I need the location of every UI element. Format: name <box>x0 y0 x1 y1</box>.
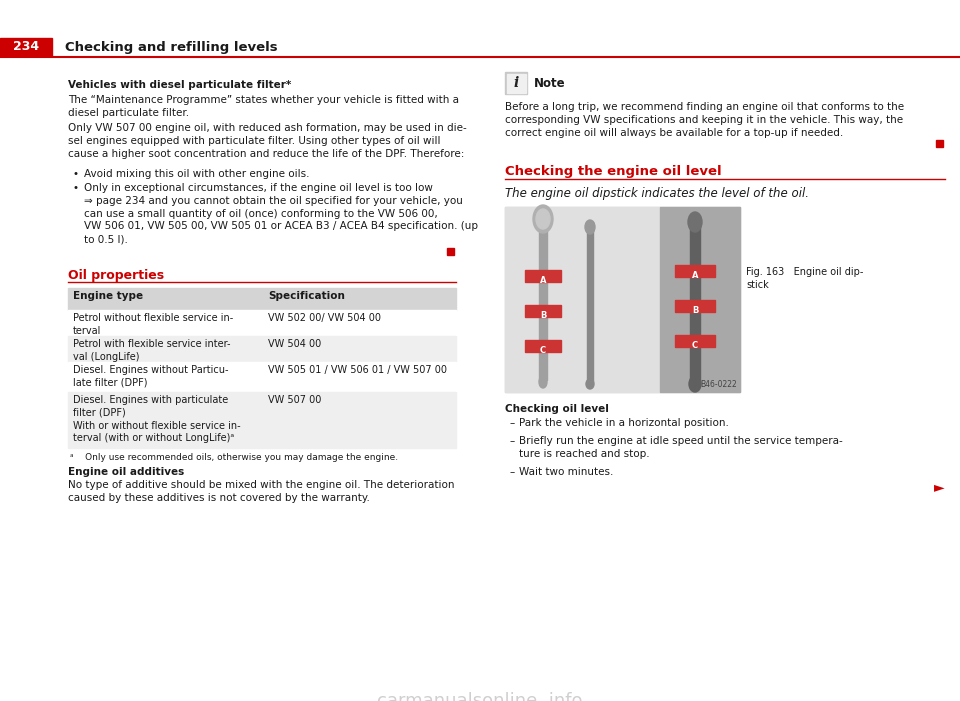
Text: ►: ► <box>934 480 945 494</box>
Bar <box>0 38 52 56</box>
Text: A: A <box>692 271 698 280</box>
Text: B: B <box>540 311 546 320</box>
Text: Before a long trip, we recommend finding an engine oil that conforms to the
corr: Before a long trip, we recommend finding… <box>505 102 904 137</box>
Bar <box>525 270 561 282</box>
Bar <box>68 362 456 392</box>
Text: C: C <box>540 346 546 355</box>
Text: 234: 234 <box>12 41 39 53</box>
Text: VW 505 01 / VW 506 01 / VW 507 00: VW 505 01 / VW 506 01 / VW 507 00 <box>268 365 447 375</box>
Text: carmanualsonline .info: carmanualsonline .info <box>377 692 583 701</box>
Bar <box>68 310 456 336</box>
Bar <box>505 72 527 94</box>
Text: Vehicles with diesel particulate filter*: Vehicles with diesel particulate filter* <box>68 80 291 90</box>
Ellipse shape <box>539 376 547 388</box>
Text: •: • <box>72 183 78 193</box>
Text: Specification: Specification <box>268 291 345 301</box>
Bar <box>447 248 454 255</box>
Bar <box>505 207 740 392</box>
Text: Wait two minutes.: Wait two minutes. <box>519 467 613 477</box>
Text: Diesel. Engines with particulate
filter (DPF)
With or without flexible service i: Diesel. Engines with particulate filter … <box>73 395 241 444</box>
Bar <box>68 288 456 310</box>
Text: Petrol without flexible service in-
terval: Petrol without flexible service in- terv… <box>73 313 233 336</box>
Text: Fig. 163   Engine oil dip-
stick: Fig. 163 Engine oil dip- stick <box>746 267 863 290</box>
Bar <box>68 392 456 448</box>
Text: Only VW 507 00 engine oil, with reduced ash formation, may be used in die-
sel e: Only VW 507 00 engine oil, with reduced … <box>68 123 467 158</box>
Text: A: A <box>540 276 546 285</box>
Text: ᵃ    Only use recommended oils, otherwise you may damage the engine.: ᵃ Only use recommended oils, otherwise y… <box>70 453 398 462</box>
Text: The “Maintenance Programme” states whether your vehicle is fitted with a
diesel : The “Maintenance Programme” states wheth… <box>68 95 459 118</box>
Text: Engine type: Engine type <box>73 291 143 301</box>
Bar <box>675 300 715 312</box>
Bar <box>660 207 740 392</box>
Text: Petrol with flexible service inter-
val (LongLife): Petrol with flexible service inter- val … <box>73 339 230 362</box>
Bar <box>525 305 561 317</box>
Text: –: – <box>509 436 515 446</box>
Text: –: – <box>509 418 515 428</box>
Bar <box>525 340 561 352</box>
Bar <box>539 215 547 380</box>
Text: Diesel. Engines without Particu-
late filter (DPF): Diesel. Engines without Particu- late fi… <box>73 365 228 388</box>
Ellipse shape <box>689 376 701 392</box>
Text: No type of additive should be mixed with the engine oil. The deterioration
cause: No type of additive should be mixed with… <box>68 480 454 503</box>
Bar <box>68 336 456 362</box>
Text: B: B <box>692 306 698 315</box>
Text: Briefly run the engine at idle speed until the service tempera-
ture is reached : Briefly run the engine at idle speed unt… <box>519 436 843 458</box>
Text: The engine oil dipstick indicates the level of the oil.: The engine oil dipstick indicates the le… <box>505 187 809 200</box>
Text: Oil properties: Oil properties <box>68 269 164 282</box>
Bar <box>507 74 525 93</box>
Text: i: i <box>514 76 518 90</box>
Bar <box>936 140 943 147</box>
Ellipse shape <box>533 205 553 233</box>
Bar <box>690 217 700 382</box>
Text: Avoid mixing this oil with other engine oils.: Avoid mixing this oil with other engine … <box>84 169 309 179</box>
Ellipse shape <box>536 209 550 229</box>
Text: •: • <box>72 169 78 179</box>
Text: Checking oil level: Checking oil level <box>505 404 609 414</box>
Text: Park the vehicle in a horizontal position.: Park the vehicle in a horizontal positio… <box>519 418 729 428</box>
Text: –: – <box>509 467 515 477</box>
Bar <box>675 335 715 347</box>
Text: VW 502 00/ VW 504 00: VW 502 00/ VW 504 00 <box>268 313 381 323</box>
Bar <box>675 265 715 277</box>
Text: VW 507 00: VW 507 00 <box>268 395 322 405</box>
Text: C: C <box>692 341 698 350</box>
Ellipse shape <box>585 220 595 234</box>
Text: B46-0222: B46-0222 <box>700 380 737 389</box>
Text: Checking the engine oil level: Checking the engine oil level <box>505 165 722 178</box>
Ellipse shape <box>586 379 594 389</box>
Ellipse shape <box>688 212 702 232</box>
Text: Note: Note <box>534 77 565 90</box>
Text: Only in exceptional circumstances, if the engine oil level is too low
⇒ page 234: Only in exceptional circumstances, if th… <box>84 183 478 244</box>
Text: Engine oil additives: Engine oil additives <box>68 467 184 477</box>
Bar <box>505 207 660 392</box>
Bar <box>587 222 593 382</box>
Text: Checking and refilling levels: Checking and refilling levels <box>65 41 277 53</box>
Text: VW 504 00: VW 504 00 <box>268 339 322 349</box>
